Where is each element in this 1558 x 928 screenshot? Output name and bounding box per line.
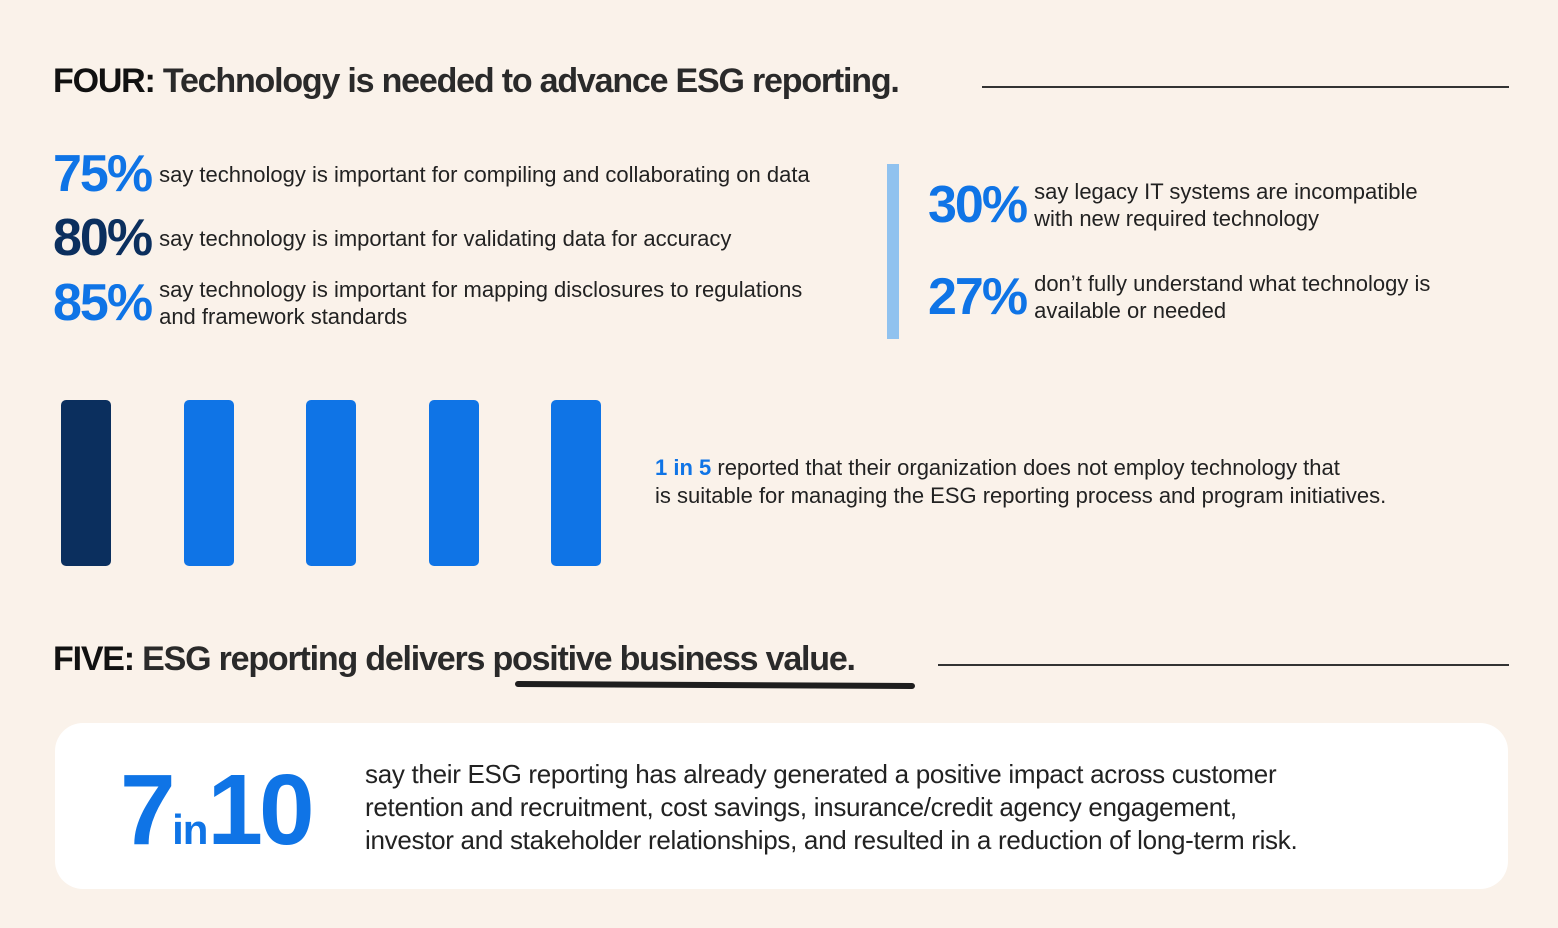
ratio-bar (306, 400, 356, 566)
stat-value: 85% (53, 274, 153, 332)
stat-card: 7 in10 say their ESG reporting has alrea… (55, 723, 1508, 889)
section-label: FOUR: (53, 62, 156, 100)
stat-mid: in (172, 806, 208, 853)
stat-num: 10 (207, 754, 314, 866)
ratio-bar (551, 400, 601, 566)
line: say technology is important for mapping … (159, 277, 803, 302)
line: reported that their organization does no… (711, 455, 1340, 480)
stat-text: say legacy IT systems are incompatible wi… (1034, 178, 1418, 232)
stat-text: say technology is important for compilin… (159, 161, 810, 187)
stat-text: say technology is important for mapping … (159, 276, 802, 330)
divider (887, 164, 899, 339)
heading-rule (982, 86, 1509, 88)
brush-underline (514, 680, 916, 690)
heading-rule (938, 664, 1509, 666)
section-label: FIVE: (53, 640, 135, 678)
stat-value: 75% (53, 145, 153, 203)
stat-value: 30% (928, 176, 1028, 234)
stat-30: 30% say legacy IT systems are incompatibl… (928, 178, 1418, 232)
line: available or needed (1034, 298, 1227, 323)
line: with new required technology (1034, 206, 1320, 231)
line: retention and recruitment, cost savings,… (365, 792, 1237, 822)
stat-80: 80% say technology is important for valid… (53, 212, 731, 264)
stat-7-in-10: 7 in10 (120, 753, 315, 868)
line: say legacy IT systems are incompatible (1034, 179, 1418, 204)
section-title: ESG reporting delivers (142, 640, 493, 678)
ratio-text: 1 in 5 reported that their organization … (655, 454, 1386, 510)
stat-value: 27% (928, 268, 1028, 326)
stat-description: say their ESG reporting has already gene… (365, 758, 1298, 857)
ratio-bar (429, 400, 479, 566)
line: don’t fully understand what technology i… (1034, 271, 1431, 296)
section-five-heading: FIVE: ESG reporting delivers positive bu… (53, 640, 856, 679)
line: say their ESG reporting has already gene… (365, 759, 1277, 789)
section-title: Technology is needed to advance ESG repo… (162, 62, 900, 100)
line: and framework standards (159, 304, 408, 329)
section-four-heading: FOUR: Technology is needed to advance ES… (53, 62, 900, 101)
stat-text: don’t fully understand what technology i… (1034, 270, 1430, 324)
ratio-highlight: 1 in 5 (655, 455, 712, 480)
underlined-title: positive business value. (492, 640, 856, 678)
stat-75: 75% say technology is important for compi… (53, 148, 810, 200)
line: is suitable for managing the ESG reporti… (655, 483, 1387, 508)
stat-85: 85% say technology is important for mappi… (53, 276, 802, 330)
stat-num: 7 (120, 754, 176, 866)
stat-value: 80% (53, 209, 153, 267)
stat-27: 27% don’t fully understand what technolog… (928, 270, 1430, 324)
stat-text: say technology is important for validati… (159, 225, 732, 251)
ratio-bar (184, 400, 234, 566)
ratio-bar-filled (61, 400, 111, 566)
line: investor and stakeholder relationships, … (365, 825, 1298, 855)
